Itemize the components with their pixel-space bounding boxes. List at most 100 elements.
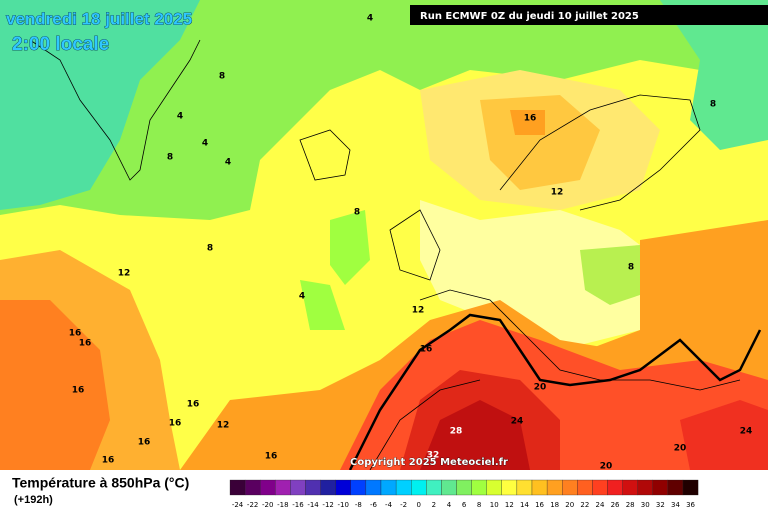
contour-label: 16 (79, 339, 92, 349)
contour-label: 24 (511, 417, 524, 427)
contour-label: 32 (427, 451, 440, 461)
contour-label: 4 (299, 292, 305, 302)
colorbar-tick: 24 (595, 501, 604, 509)
colorbar-swatch (244, 479, 261, 496)
contour-label: 20 (600, 462, 613, 472)
run-box (410, 5, 768, 25)
colorbar-swatch (486, 479, 502, 496)
contour-label: 20 (534, 383, 547, 393)
colorbar-tick: -22 (247, 501, 258, 509)
copyright: Copyright 2025 Meteociel.fr (350, 457, 508, 468)
colorbar-tick: 18 (550, 501, 559, 509)
contour-label: 12 (118, 269, 131, 279)
contour-label: 8 (167, 153, 173, 163)
colorbar-tick: 20 (565, 501, 574, 509)
colorbar-tick: 10 (490, 501, 499, 509)
contour-label: 28 (450, 427, 463, 437)
contour-label: 16 (102, 456, 115, 466)
colorbar-tick: -4 (385, 501, 393, 509)
colorbar-tick: -2 (400, 501, 407, 509)
colorbar-tick: 14 (520, 501, 529, 509)
colorbar-swatch (320, 479, 336, 496)
colorbar-tick: -14 (307, 501, 319, 509)
contour-label: 16 (187, 400, 200, 410)
colorbar-swatch (441, 479, 457, 496)
colorbar-tick: -20 (262, 501, 273, 509)
date-label: vendredi 18 juillet 2025 (6, 9, 192, 28)
contour-label: 8 (628, 263, 634, 273)
colorbar-tick: 22 (580, 501, 589, 509)
colorbar-swatch (652, 479, 669, 496)
colorbar-swatch (637, 479, 653, 496)
contour-label: 16 (72, 386, 85, 396)
contour-label: 16 (69, 329, 82, 339)
contour-label: 16 (138, 438, 151, 448)
colorbar-swatch (305, 479, 321, 496)
contour-label: 8 (219, 72, 225, 82)
colorbar-tick: 6 (462, 501, 467, 509)
contour-label: 16 (169, 419, 182, 429)
colorbar-tick: 26 (611, 501, 620, 509)
colorbar-swatch (667, 479, 684, 496)
contour-label: 20 (674, 444, 687, 454)
colorbar-tick: -24 (232, 501, 244, 509)
colorbar-swatch (607, 479, 623, 496)
colorbar-tick: 12 (505, 501, 514, 509)
colorbar-tick: 8 (477, 501, 481, 509)
colorbar-swatch (260, 479, 276, 496)
colorbar-swatch (229, 479, 246, 496)
colorbar-swatch (501, 479, 518, 496)
time-label: 2:00 locale (12, 34, 109, 55)
colorbar-swatch (350, 479, 367, 496)
contour-label: 16 (524, 114, 537, 124)
colorbar-tick: -16 (292, 501, 304, 509)
colorbar-tick: 4 (447, 501, 452, 509)
colorbar: -24 -22 -20 -18 -16 -14 -12 -10 -8 -6 -4 -2 0 2 4 6 8 10 1… (229, 479, 699, 509)
colorbar-tick: 0 (417, 501, 421, 509)
contour-label: 4 (202, 139, 208, 149)
contour-label: 12 (217, 421, 230, 431)
colorbar-tick: 2 (432, 501, 436, 509)
contour-label: 8 (710, 100, 716, 110)
colorbar-swatch (531, 479, 548, 496)
colorbar-swatch (592, 479, 608, 496)
colorbar-swatch (456, 479, 472, 496)
contour-label: 4 (225, 158, 231, 168)
legend-title: Température à 850hPa (°C) (12, 475, 189, 491)
colorbar-tick: -18 (277, 501, 288, 509)
contour-label: 8 (354, 208, 360, 218)
colorbar-tick: -10 (338, 501, 349, 509)
coastlines (29, 39, 741, 471)
colorbar-swatch (471, 479, 487, 496)
colorbar-swatch (682, 479, 699, 496)
colorbar-swatch (622, 479, 638, 496)
contour-label: 8 (207, 244, 213, 254)
contour-label: 12 (551, 188, 564, 198)
colorbar-tick: 36 (686, 501, 695, 509)
contour-label: 4 (367, 14, 373, 24)
legend-lead: (+192h) (14, 494, 53, 506)
colorbar-swatch (546, 479, 563, 496)
colorbar-tick: 34 (671, 501, 680, 509)
contour-label: 24 (740, 427, 753, 437)
colorbar-swatch (577, 479, 593, 496)
colorbar-swatch (275, 479, 291, 496)
contour-label: 16 (265, 452, 278, 462)
20-isotherm (348, 313, 762, 471)
colorbar-swatch (562, 479, 578, 496)
colorbar-tick: 28 (626, 501, 635, 509)
colorbar-swatch (335, 479, 351, 496)
colorbar-tick: 16 (535, 501, 544, 509)
colorbar-tick: 32 (656, 501, 665, 509)
contour-label: 16 (420, 345, 433, 355)
contour-label: 12 (412, 306, 425, 316)
colorbar-swatch (380, 479, 397, 496)
colorbar-swatch (365, 479, 382, 496)
colorbar-swatch (290, 479, 306, 496)
run-label: Run ECMWF 0Z du jeudi 10 juillet 2025 (420, 11, 639, 22)
colorbar-tick: -12 (322, 501, 333, 509)
colorbar-swatch (395, 479, 412, 496)
